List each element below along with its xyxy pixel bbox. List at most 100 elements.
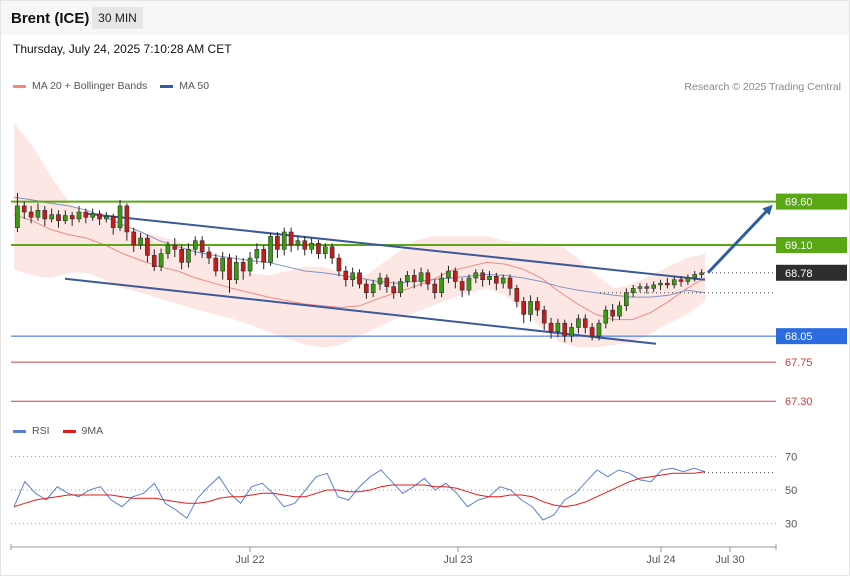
candle xyxy=(227,253,232,293)
candle-body xyxy=(432,283,438,293)
candle xyxy=(699,269,704,278)
candle xyxy=(124,203,130,241)
copyright-notice: Research © 2025 Trading Central xyxy=(684,81,841,93)
candle-body xyxy=(97,213,102,220)
candle xyxy=(480,269,485,287)
candle xyxy=(28,205,34,224)
candle-body xyxy=(165,244,171,254)
candle-body xyxy=(678,279,684,282)
price-legend: MA 20 + Bollinger Bands MA 50 xyxy=(13,80,222,92)
candle-body xyxy=(541,309,547,324)
candle-body xyxy=(63,215,68,221)
candle xyxy=(240,258,246,280)
candle-body xyxy=(425,272,431,285)
candle xyxy=(439,272,444,298)
candle xyxy=(275,231,280,259)
candle-body xyxy=(665,282,670,286)
channel-upper-line xyxy=(87,212,706,281)
candle-body xyxy=(521,301,527,315)
legend-rsi[interactable]: RSI xyxy=(13,425,50,437)
candle xyxy=(541,305,547,331)
candle-body xyxy=(494,275,499,284)
candle-body xyxy=(569,327,574,337)
candle xyxy=(665,277,670,289)
candle xyxy=(405,271,410,287)
candle-body xyxy=(370,283,376,293)
instrument-title: Brent (ICE) xyxy=(11,10,90,27)
candle xyxy=(576,314,581,334)
candle xyxy=(63,210,68,225)
candle xyxy=(261,245,267,270)
candle-body xyxy=(110,216,116,228)
candle xyxy=(83,208,89,224)
candle-body xyxy=(500,277,506,284)
candle-body xyxy=(56,214,61,221)
forecast-arrow xyxy=(706,204,773,274)
candle-body xyxy=(35,210,41,218)
candle-body xyxy=(240,262,246,272)
candle-body xyxy=(158,253,164,267)
level-label-67.75: 67.75 xyxy=(785,357,813,369)
candle xyxy=(692,271,698,282)
candle xyxy=(494,272,499,291)
candle-body xyxy=(418,272,424,282)
candle xyxy=(309,238,314,254)
candle-body xyxy=(322,246,328,254)
rsi-tick-30: 30 xyxy=(785,518,797,530)
legend-9ma[interactable]: 9MA xyxy=(62,425,103,437)
candle-body xyxy=(548,322,554,333)
level-label-68.05: 68.05 xyxy=(785,331,813,343)
candle-body xyxy=(624,292,629,307)
candle xyxy=(295,236,301,251)
candle-body xyxy=(316,243,321,254)
candle xyxy=(288,227,294,252)
candle-body xyxy=(90,213,95,218)
candle xyxy=(15,192,20,232)
candle-body xyxy=(117,205,123,228)
candle-body xyxy=(124,205,130,233)
candle xyxy=(514,284,520,308)
candle-body xyxy=(172,244,178,250)
candle-body xyxy=(350,272,355,280)
candle xyxy=(398,277,403,298)
candle xyxy=(671,276,677,289)
candle xyxy=(302,236,308,256)
candle-body xyxy=(213,257,219,272)
candle-body xyxy=(699,272,704,275)
current-price-label: 68.78 xyxy=(785,268,813,280)
candle-body xyxy=(405,275,410,282)
candle-body xyxy=(179,249,184,263)
bollinger-band xyxy=(14,123,705,348)
candle xyxy=(651,281,656,292)
legend-ma50[interactable]: MA 50 xyxy=(160,80,209,92)
candle xyxy=(104,212,109,223)
legend-ma20-label: MA 20 + Bollinger Bands xyxy=(32,80,148,92)
level-tag-69.10 xyxy=(776,237,847,253)
candle xyxy=(199,236,205,259)
candle-body xyxy=(439,277,444,293)
candle xyxy=(357,269,362,289)
candle xyxy=(685,274,691,285)
candle xyxy=(610,304,615,322)
candle-body xyxy=(28,211,34,218)
candle-body xyxy=(227,257,232,280)
candle-body xyxy=(131,231,137,246)
candle-body xyxy=(83,211,89,218)
candle-body xyxy=(234,262,239,280)
candle-body xyxy=(610,309,615,317)
candle xyxy=(322,243,328,259)
candle xyxy=(411,269,417,289)
candle-body xyxy=(261,249,267,263)
candle xyxy=(56,210,61,228)
level-tag-68.05 xyxy=(776,328,847,345)
candle xyxy=(624,288,629,311)
ma20-line xyxy=(13,214,706,321)
candle xyxy=(281,227,287,256)
timeframe-button[interactable]: 30 MIN xyxy=(92,7,143,29)
candle xyxy=(466,274,472,296)
candle xyxy=(151,249,157,272)
candle-body xyxy=(336,257,342,272)
candle-body xyxy=(617,305,622,317)
legend-ma20-bollinger[interactable]: MA 20 + Bollinger Bands xyxy=(13,80,147,92)
